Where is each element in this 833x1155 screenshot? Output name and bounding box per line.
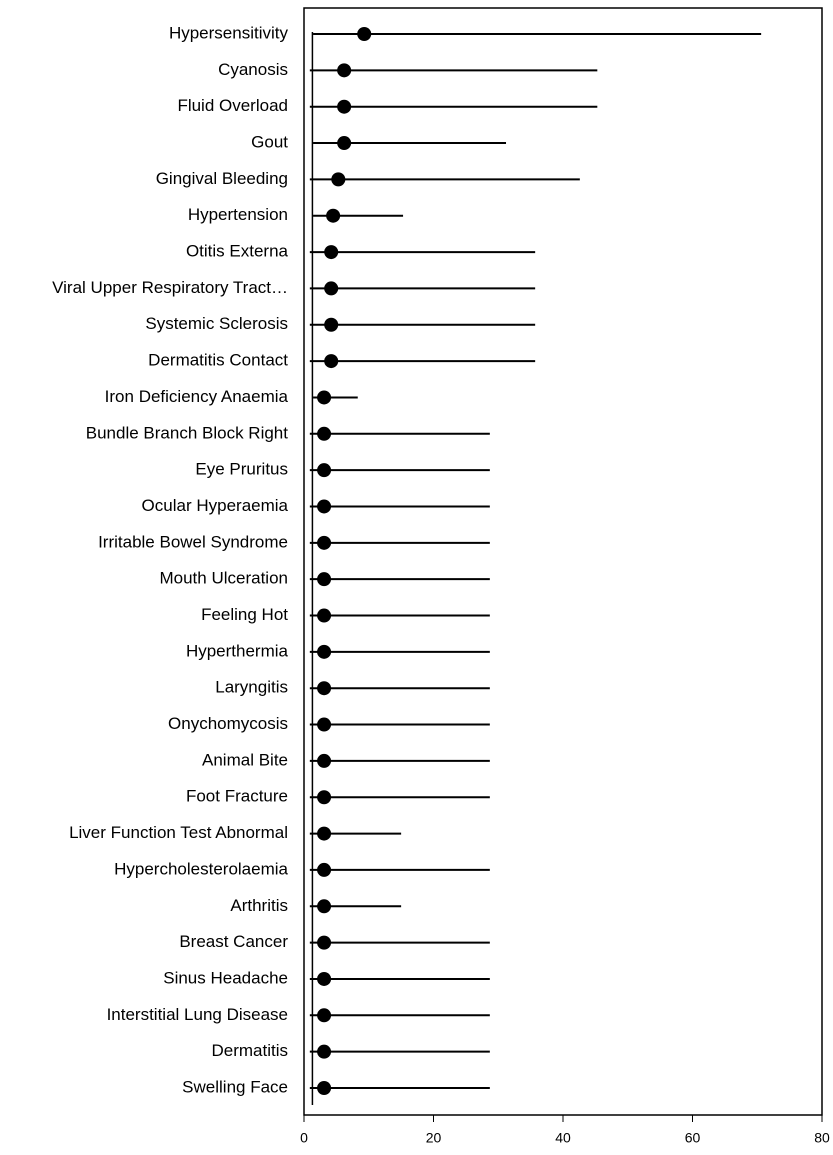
point xyxy=(337,136,352,151)
point xyxy=(317,463,332,478)
point xyxy=(317,826,332,841)
x-tick-label: 80 xyxy=(814,1130,830,1146)
y-tick-label: Dermatitis xyxy=(211,1041,288,1060)
y-tick-label: Irritable Bowel Syndrome xyxy=(98,532,288,551)
point xyxy=(324,354,339,369)
point xyxy=(331,172,346,187)
y-tick-label: Systemic Sclerosis xyxy=(145,314,288,333)
point xyxy=(317,426,332,441)
y-tick-label: Viral Upper Respiratory Tract… xyxy=(52,278,288,297)
point xyxy=(317,899,332,914)
y-tick-label: Ocular Hyperaemia xyxy=(142,496,289,515)
point xyxy=(337,63,352,78)
y-tick-label: Dermatitis Contact xyxy=(148,351,288,370)
y-tick-label: Onychomycosis xyxy=(168,714,288,733)
point xyxy=(317,499,332,514)
y-tick-label: Mouth Ulceration xyxy=(159,569,288,588)
y-tick-label: Hypertension xyxy=(188,205,288,224)
point xyxy=(317,608,332,623)
point xyxy=(317,971,332,986)
point xyxy=(324,317,339,332)
y-tick-label: Foot Fracture xyxy=(186,787,288,806)
x-tick-label: 60 xyxy=(685,1130,701,1146)
x-tick-label: 0 xyxy=(300,1130,308,1146)
point xyxy=(317,862,332,877)
y-tick-label: Sinus Headache xyxy=(163,968,288,987)
y-tick-label: Interstitial Lung Disease xyxy=(107,1005,288,1024)
point xyxy=(317,1081,332,1095)
point xyxy=(317,753,332,768)
point xyxy=(317,535,332,550)
point xyxy=(324,245,339,260)
point xyxy=(317,935,332,950)
y-tick-label: Liver Function Test Abnormal xyxy=(69,823,288,842)
y-tick-label: Swelling Face xyxy=(182,1077,288,1096)
plot-frame xyxy=(303,7,823,1116)
point xyxy=(317,390,332,405)
x-tick-label: 40 xyxy=(555,1130,571,1146)
y-tick-label: Laryngitis xyxy=(215,678,288,697)
y-tick-label: Hyperthermia xyxy=(186,641,289,660)
y-tick-label: Arthritis xyxy=(230,896,288,915)
x-tick-label: 20 xyxy=(426,1130,442,1146)
y-tick-label: Hypercholesterolaemia xyxy=(114,859,288,878)
point xyxy=(326,208,341,223)
point xyxy=(317,717,332,732)
y-tick-label: Otitis Externa xyxy=(186,242,289,261)
y-tick-label: Breast Cancer xyxy=(179,932,288,951)
point xyxy=(317,790,332,805)
y-tick-label: Hypersensitivity xyxy=(169,23,289,42)
y-tick-label: Cyanosis xyxy=(218,60,288,79)
y-tick-label: Gout xyxy=(251,133,288,152)
y-tick-label: Eye Pruritus xyxy=(195,460,288,479)
y-tick-label: Iron Deficiency Anaemia xyxy=(105,387,289,406)
point xyxy=(317,644,332,659)
point xyxy=(357,27,372,41)
y-tick-label: Feeling Hot xyxy=(201,605,288,624)
point xyxy=(324,281,339,296)
y-tick-label: Bundle Branch Block Right xyxy=(86,423,289,442)
y-tick-label: Fluid Overload xyxy=(177,96,288,115)
point xyxy=(317,1008,332,1023)
point xyxy=(317,1044,332,1059)
point xyxy=(317,572,332,587)
point xyxy=(317,681,332,696)
point xyxy=(337,99,352,114)
y-tick-label: Gingival Bleeding xyxy=(156,169,288,188)
y-tick-label: Animal Bite xyxy=(202,750,288,769)
